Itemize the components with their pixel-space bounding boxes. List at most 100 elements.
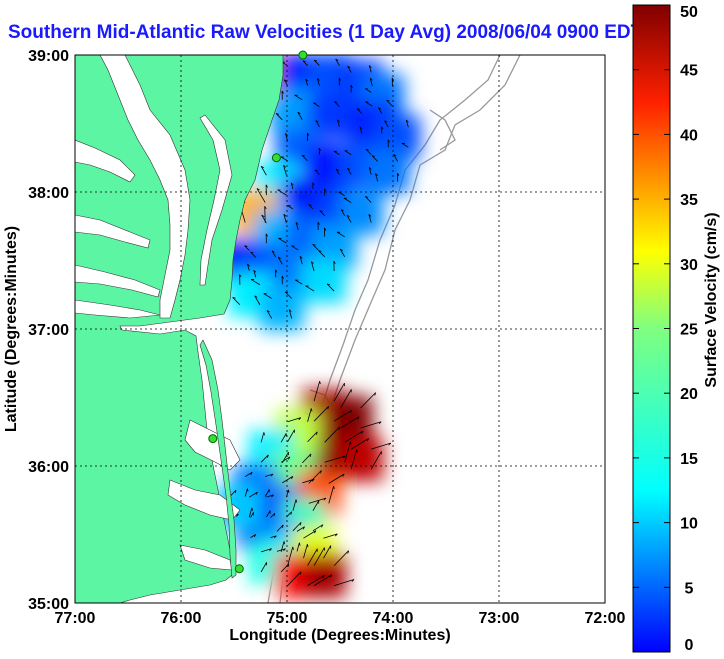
velocity-vector bbox=[292, 522, 302, 532]
velocity-vector-head bbox=[275, 269, 278, 273]
velocity-vector-head bbox=[347, 167, 351, 171]
x-tick-label: 72:00 bbox=[585, 610, 626, 627]
velocity-vector bbox=[365, 148, 372, 155]
velocity-vector-head bbox=[251, 507, 253, 511]
velocity-vector-head bbox=[314, 169, 318, 172]
plot-frame bbox=[74, 54, 606, 604]
velocity-vector bbox=[280, 541, 285, 553]
colorbar bbox=[632, 4, 671, 653]
velocity-vector-head bbox=[299, 571, 302, 575]
radar-station-marker bbox=[208, 434, 218, 444]
colorbar-tick-label: 25 bbox=[680, 322, 698, 339]
velocity-vector bbox=[369, 78, 373, 87]
velocity-vector-head bbox=[283, 541, 286, 545]
velocity-vector bbox=[350, 449, 358, 470]
velocity-vector bbox=[263, 293, 272, 299]
velocity-vector-head bbox=[305, 78, 309, 82]
velocity-vector-head bbox=[319, 381, 321, 385]
x-tick-label: 74:00 bbox=[373, 610, 414, 627]
velocity-vector bbox=[260, 166, 267, 176]
velocity-vector bbox=[319, 210, 325, 216]
velocity-cell bbox=[339, 437, 384, 482]
velocity-vector-head bbox=[384, 120, 388, 123]
velocity-vector bbox=[301, 155, 308, 162]
velocity-vector bbox=[283, 165, 287, 176]
velocity-vector-head bbox=[368, 167, 372, 170]
velocity-vectors bbox=[223, 44, 409, 586]
velocity-vector bbox=[360, 392, 376, 409]
velocity-vector bbox=[308, 470, 322, 484]
x-tick-label: 77:00 bbox=[55, 610, 96, 627]
velocity-vector bbox=[323, 533, 338, 539]
velocity-vector-head bbox=[350, 85, 353, 89]
velocity-vector-head bbox=[321, 524, 324, 528]
colorbar-tick-label: 20 bbox=[680, 386, 698, 403]
velocity-vector-head bbox=[315, 120, 319, 123]
velocity-vector-head bbox=[350, 441, 352, 445]
velocity-vector bbox=[333, 150, 340, 155]
velocity-vector bbox=[312, 244, 319, 251]
velocity-vector-head bbox=[393, 154, 397, 157]
velocity-vector bbox=[260, 562, 267, 573]
velocity-vector-head bbox=[283, 213, 287, 217]
velocity-vector-head bbox=[340, 248, 343, 252]
velocity-vector bbox=[250, 251, 257, 258]
velocity-vector-head bbox=[378, 421, 382, 425]
velocity-vector-head bbox=[266, 310, 270, 313]
velocity-vector-head bbox=[295, 499, 298, 503]
velocity-vector-head bbox=[233, 46, 236, 47]
velocity-vector bbox=[368, 65, 372, 73]
velocity-vector-head bbox=[319, 210, 323, 212]
velocity-vector bbox=[318, 250, 325, 258]
velocity-vector-head bbox=[334, 533, 338, 537]
velocity-vector bbox=[280, 433, 287, 443]
velocity-vector-head bbox=[311, 261, 314, 264]
velocity-vector-head bbox=[324, 227, 327, 231]
radar-stations bbox=[208, 50, 308, 574]
velocity-vector bbox=[260, 548, 272, 553]
colorbar-tick-label: 35 bbox=[680, 192, 698, 209]
colorbar-tick-label: 50 bbox=[680, 4, 698, 21]
velocity-vector bbox=[356, 108, 363, 114]
velocity-vector bbox=[313, 547, 325, 566]
map-title: Southern Mid-Atlantic Raw Velocities (1 … bbox=[8, 22, 643, 43]
velocity-vector bbox=[250, 534, 256, 538]
velocity-vector bbox=[281, 451, 289, 464]
velocity-vector bbox=[297, 111, 303, 121]
velocity-vector bbox=[339, 248, 346, 258]
velocity-vector-head bbox=[301, 154, 306, 157]
velocity-vector bbox=[287, 429, 295, 442]
velocity-vector-head bbox=[368, 214, 372, 217]
velocity-vector bbox=[371, 442, 391, 450]
velocity-vector bbox=[334, 101, 340, 107]
velocity-vector bbox=[244, 471, 253, 477]
velocity-vector bbox=[264, 489, 270, 497]
velocity-vector-head bbox=[269, 548, 272, 552]
velocity-vector bbox=[336, 231, 345, 238]
velocity-vector-head bbox=[311, 478, 315, 482]
velocity-vector-head bbox=[340, 209, 344, 212]
velocity-vector bbox=[344, 430, 364, 443]
velocity-vector bbox=[393, 154, 399, 162]
velocity-vector-head bbox=[292, 546, 294, 550]
velocity-vector-head bbox=[275, 113, 280, 115]
velocity-vector bbox=[287, 417, 301, 423]
velocity-vector bbox=[296, 526, 305, 532]
velocity-vector-head bbox=[307, 132, 310, 136]
velocity-vector bbox=[405, 119, 409, 128]
velocity-vector-head bbox=[338, 77, 342, 81]
velocity-vector-head bbox=[351, 579, 355, 582]
velocity-vector-head bbox=[333, 485, 335, 490]
velocity-vector bbox=[283, 214, 287, 224]
velocity-vector bbox=[378, 107, 383, 114]
colorbar-tick-label: 30 bbox=[680, 257, 698, 274]
velocity-vector-head bbox=[369, 77, 373, 81]
velocity-vector-head bbox=[256, 44, 259, 46]
velocity-vector-head bbox=[250, 251, 254, 254]
velocity-vector bbox=[280, 156, 288, 162]
velocity-vector bbox=[335, 168, 340, 175]
velocity-vector-head bbox=[265, 233, 268, 237]
velocity-vector-head bbox=[256, 188, 260, 191]
velocity-vector bbox=[256, 188, 266, 203]
velocity-vector bbox=[307, 575, 325, 586]
